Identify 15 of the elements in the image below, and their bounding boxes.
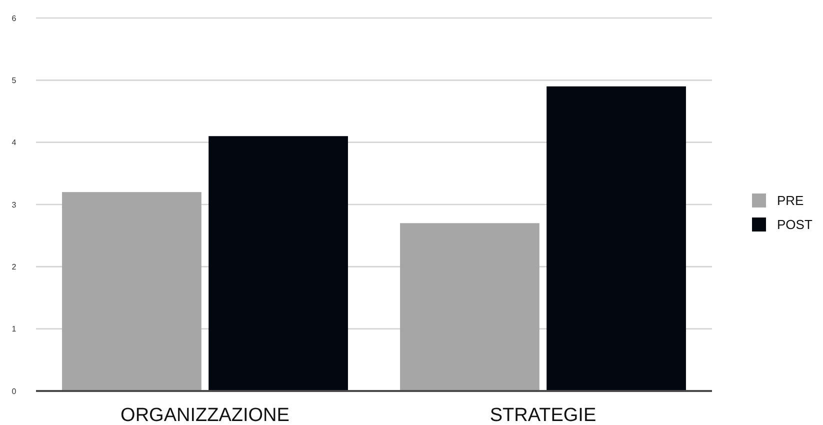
x-tick-label: ORGANIZZAZIONE — [120, 405, 290, 425]
x-tick-label: STRATEGIE — [490, 405, 596, 425]
y-tick-label: 4 — [12, 138, 17, 148]
legend-label: PRE — [777, 193, 804, 208]
y-tick-label: 5 — [12, 76, 17, 85]
y-tick-label: 2 — [12, 262, 17, 272]
y-tick-label: 3 — [12, 200, 17, 210]
bar — [62, 192, 202, 391]
bar — [546, 86, 686, 391]
y-tick-label: 0 — [12, 386, 17, 396]
bar — [208, 136, 348, 391]
bar — [400, 223, 540, 391]
y-tick-label: 1 — [12, 324, 17, 334]
y-tick-label: 6 — [12, 14, 17, 23]
legend-label: POST — [777, 217, 812, 232]
